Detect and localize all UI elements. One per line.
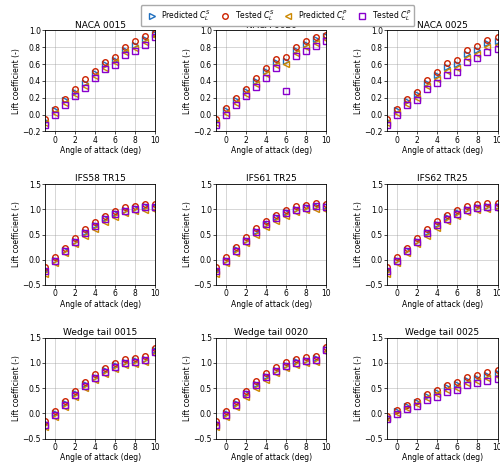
Y-axis label: Lift coefficient (-): Lift coefficient (-) bbox=[354, 48, 363, 114]
Title: NACA 0025: NACA 0025 bbox=[417, 21, 468, 30]
Y-axis label: Lift coefficient (-): Lift coefficient (-) bbox=[354, 355, 363, 421]
Title: IFS58 TR15: IFS58 TR15 bbox=[74, 174, 126, 183]
X-axis label: Angle of attack (deg): Angle of attack (deg) bbox=[230, 146, 312, 155]
Title: Wedge tail 0020: Wedge tail 0020 bbox=[234, 328, 308, 337]
Y-axis label: Lift coefficient (-): Lift coefficient (-) bbox=[183, 48, 192, 114]
Title: Wedge tail 0015: Wedge tail 0015 bbox=[63, 328, 138, 337]
X-axis label: Angle of attack (deg): Angle of attack (deg) bbox=[402, 453, 483, 462]
Y-axis label: Lift coefficient (-): Lift coefficient (-) bbox=[12, 355, 21, 421]
X-axis label: Angle of attack (deg): Angle of attack (deg) bbox=[60, 453, 140, 462]
X-axis label: Angle of attack (deg): Angle of attack (deg) bbox=[402, 146, 483, 155]
X-axis label: Angle of attack (deg): Angle of attack (deg) bbox=[402, 300, 483, 309]
Y-axis label: Lift coefficient (-): Lift coefficient (-) bbox=[183, 355, 192, 421]
X-axis label: Angle of attack (deg): Angle of attack (deg) bbox=[230, 300, 312, 309]
Y-axis label: Lift coefficient (-): Lift coefficient (-) bbox=[12, 202, 21, 267]
Title: IFS61 TR25: IFS61 TR25 bbox=[246, 174, 296, 183]
Y-axis label: Lift coefficient (-): Lift coefficient (-) bbox=[354, 202, 363, 267]
Y-axis label: Lift coefficient (-): Lift coefficient (-) bbox=[183, 202, 192, 267]
Title: NACA 0015: NACA 0015 bbox=[74, 21, 126, 30]
X-axis label: Angle of attack (deg): Angle of attack (deg) bbox=[60, 300, 140, 309]
Legend: Predicted $C_L^S$, Tested $C_L^S$, Predicted $C_L^P$, Tested $C_L^P$: Predicted $C_L^S$, Tested $C_L^S$, Predi… bbox=[141, 5, 414, 26]
Title: IFS62 TR25: IFS62 TR25 bbox=[417, 174, 468, 183]
Title: Wedge tail 0025: Wedge tail 0025 bbox=[406, 328, 479, 337]
Y-axis label: Lift coefficient (-): Lift coefficient (-) bbox=[12, 48, 21, 114]
Title: NACA 0020: NACA 0020 bbox=[246, 21, 296, 30]
X-axis label: Angle of attack (deg): Angle of attack (deg) bbox=[60, 146, 140, 155]
X-axis label: Angle of attack (deg): Angle of attack (deg) bbox=[230, 453, 312, 462]
